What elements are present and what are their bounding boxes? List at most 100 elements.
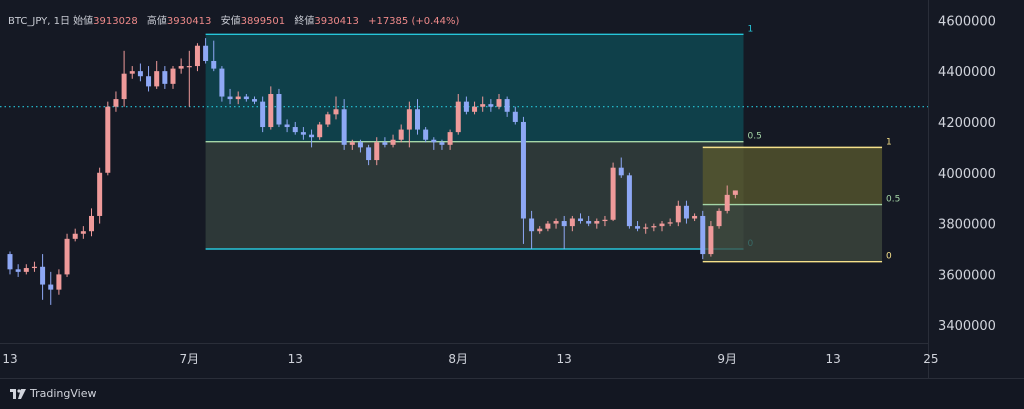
open-value: 3913028 [93, 16, 138, 27]
time-tick-label: 25 [923, 352, 938, 366]
candle-body [341, 109, 347, 145]
candle-body [692, 215, 698, 219]
time-tick-label: 13 [288, 352, 303, 366]
time-tick-label: 13 [826, 352, 841, 366]
candle-body [357, 142, 363, 148]
candle-body [31, 266, 37, 269]
candle-body [203, 45, 209, 61]
candle-body [447, 132, 453, 145]
candle-body [512, 111, 518, 122]
candle-body [667, 222, 673, 224]
fib-retracement-1: 10.50 [205, 24, 762, 250]
candle-body [227, 96, 233, 100]
price-chart[interactable]: 10.5010.50340000036000003800000400000042… [0, 0, 1024, 378]
candle-body [496, 99, 502, 107]
candle-body [675, 205, 681, 223]
candle-body [366, 147, 372, 161]
candle-body [586, 221, 592, 224]
candle-body [170, 68, 176, 84]
candle-body [186, 66, 192, 68]
candle-body [398, 129, 404, 140]
candle-body [162, 71, 168, 84]
price-tick-label: 4600000 [938, 14, 996, 29]
candle-body [578, 218, 583, 222]
price-tick-label: 4200000 [938, 116, 996, 131]
candle-body [700, 215, 706, 255]
ohlc-legend: BTC_JPY, 1日 始値3913028 高値3930413 安値389950… [8, 12, 465, 27]
candle-body [121, 73, 127, 100]
candle-body [431, 139, 437, 143]
candle-body [146, 76, 152, 87]
candle-body [243, 96, 249, 100]
tradingview-logo-icon [10, 388, 26, 399]
candle-body [732, 190, 738, 195]
candle-body [520, 121, 526, 219]
candle-body [268, 94, 274, 128]
candle-body [219, 68, 225, 97]
time-tick-label: 7月 [179, 352, 199, 366]
candle-body [529, 218, 535, 232]
low-value: 3899501 [240, 16, 286, 27]
fib-fill-lower [205, 141, 744, 249]
candle-body [415, 109, 420, 130]
candle-body [333, 109, 339, 115]
price-tick-label: 4000000 [938, 167, 996, 182]
candle-body [300, 132, 306, 135]
candle-body [472, 106, 478, 112]
candle-body [683, 205, 689, 219]
candle-body [317, 124, 323, 138]
high-value: 3930413 [166, 16, 212, 27]
time-tick-label: 13 [2, 352, 17, 366]
candle-body [105, 106, 111, 173]
candle-body [626, 175, 632, 227]
candle-body [194, 45, 200, 67]
candle-body [406, 109, 412, 130]
candle-body [724, 194, 730, 211]
time-tick-label: 8月 [448, 352, 468, 366]
change-value: +17385 (+0.44%) [368, 16, 460, 27]
candle-body [708, 226, 714, 255]
fib-level-label-0.5: 0.5 [886, 195, 900, 205]
candle-body [235, 96, 241, 100]
candle-body [15, 269, 21, 272]
candle-body [602, 219, 608, 222]
fib-level-label-0.5: 0.5 [748, 132, 762, 142]
candle-body [72, 233, 78, 239]
price-tick-label: 3400000 [938, 319, 996, 334]
candle-body [643, 227, 649, 229]
candle-body [211, 60, 217, 69]
candle-body [113, 99, 119, 107]
candle-body [651, 226, 657, 228]
candle-body [480, 104, 486, 107]
tradingview-brand[interactable]: TradingView [10, 387, 96, 400]
candle-body [40, 266, 46, 285]
candle-body [178, 66, 184, 69]
candle-body [23, 268, 29, 272]
candle-body [309, 134, 315, 138]
candle-body [154, 71, 160, 87]
footer-bar: TradingView [0, 378, 1024, 409]
candle-body [129, 71, 135, 74]
candle-body [635, 226, 641, 229]
time-tick-label: 13 [557, 352, 572, 366]
candle-body [349, 142, 355, 145]
candle-body [561, 221, 567, 227]
candle-body [569, 218, 575, 227]
candle-body [260, 101, 266, 128]
candle-body [537, 228, 543, 232]
candle-body [48, 284, 54, 290]
candle-body [284, 124, 290, 128]
low-label: 安値 [220, 16, 241, 27]
candle-body [137, 71, 143, 77]
candle-body [545, 223, 551, 229]
close-value: 3930413 [314, 16, 359, 27]
candle-body [89, 215, 94, 232]
candle-body [80, 231, 86, 234]
brand-name: TradingView [30, 387, 97, 400]
candle-body [439, 142, 445, 145]
price-tick-label: 3600000 [938, 268, 996, 283]
fib-level-label-0: 0 [886, 252, 892, 262]
candles [7, 38, 738, 305]
time-tick-label: 9月 [717, 352, 737, 366]
